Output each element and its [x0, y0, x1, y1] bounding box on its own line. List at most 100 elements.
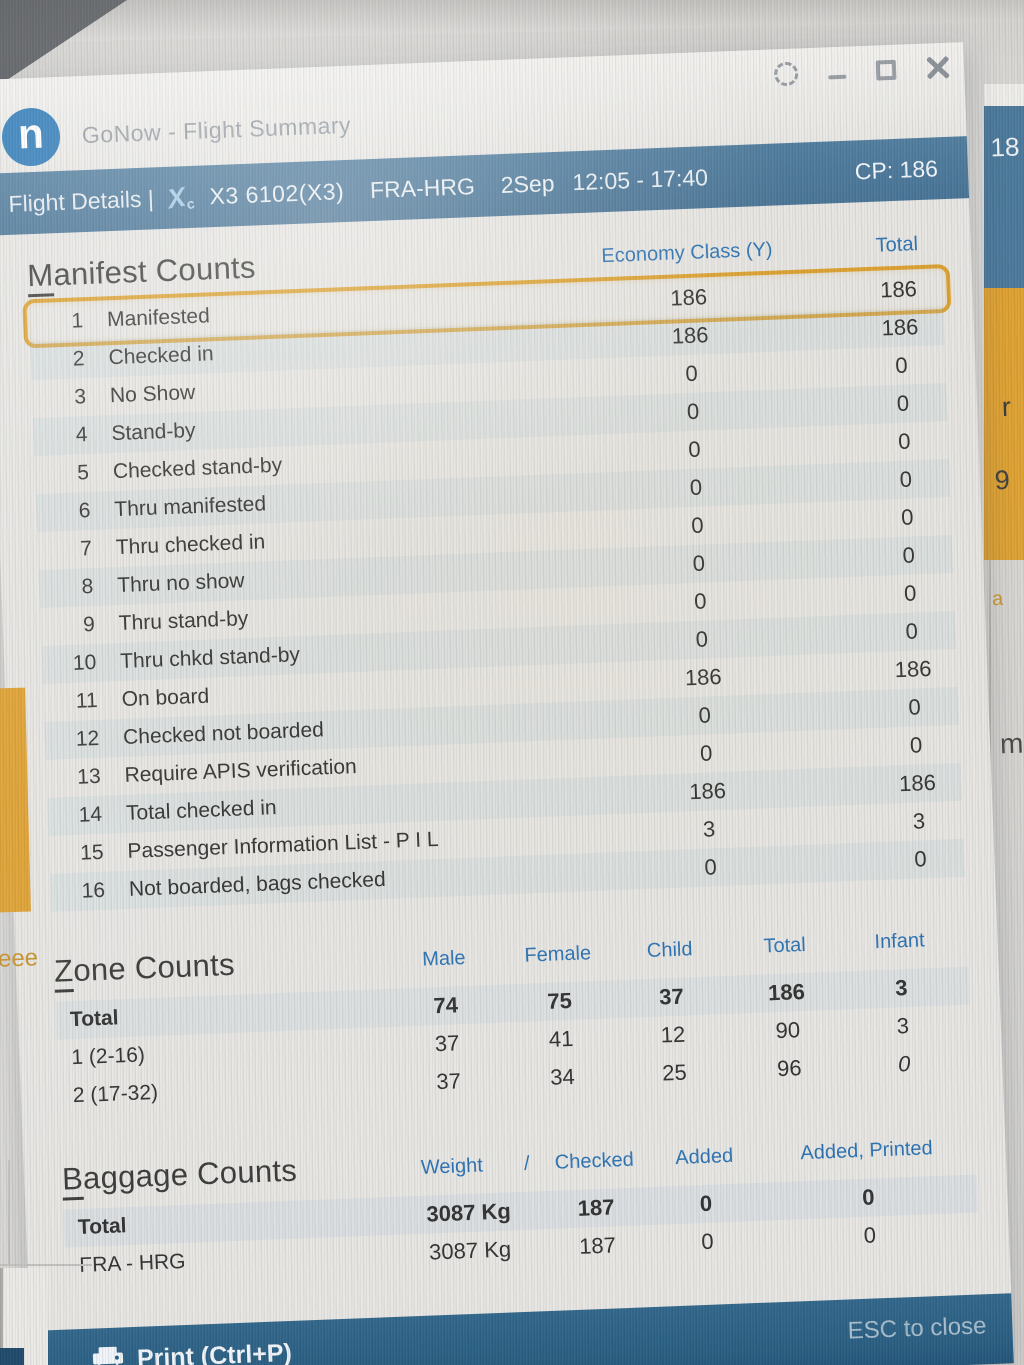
logo-letter: n: [17, 109, 45, 158]
checked-count: 187: [577, 1194, 615, 1221]
total-count: 0: [903, 580, 917, 606]
total-count: 186: [894, 655, 932, 683]
male-count: 37: [435, 1068, 462, 1095]
economy-count: 0: [692, 550, 706, 576]
economy-count: 186: [684, 663, 723, 691]
print-button[interactable]: Print (Ctrl+P): [92, 1338, 292, 1365]
column-header-checked: Checked: [554, 1148, 635, 1174]
child-count: 25: [661, 1059, 688, 1086]
zone-label: 2 (17-32): [72, 1080, 159, 1108]
minimize-icon[interactable]: [828, 74, 847, 80]
economy-count: 0: [693, 588, 707, 614]
infant-count: 0: [897, 1050, 911, 1077]
economy-count: 0: [686, 398, 700, 425]
baggage-label: FRA - HRG: [78, 1249, 186, 1278]
row-number: 13: [76, 764, 102, 789]
economy-count: 0: [695, 626, 709, 652]
column-header-weight: Weight: [420, 1154, 484, 1179]
cp-badge: CP: 186: [854, 154, 939, 184]
flight-times: 12:05 - 17:40: [571, 163, 709, 195]
row-number: 4: [75, 423, 88, 447]
added-count: 0: [699, 1190, 713, 1217]
total-count: 96: [776, 1055, 803, 1082]
economy-count: 186: [669, 284, 708, 311]
economy-count: 0: [687, 436, 702, 463]
row-number: 9: [82, 612, 96, 637]
gonow-logo: n: [0, 106, 62, 168]
female-count: 75: [546, 987, 573, 1014]
total-count: 186: [898, 769, 937, 797]
child-count: 37: [658, 983, 685, 1010]
economy-count: 0: [689, 474, 703, 501]
flight-date: 2Sep: [500, 169, 555, 198]
flight-summary-window: n GoNow - Flight Summary Flight Details …: [0, 42, 1014, 1365]
print-label: Print (Ctrl+P): [136, 1338, 293, 1365]
content-area: Manifest Counts Economy Class (Y) Total …: [0, 198, 1009, 1287]
row-number: 10: [72, 650, 97, 675]
zone-label: Total: [69, 1006, 119, 1032]
flight-details-label: Flight Details |: [8, 184, 155, 217]
background-header-fragment: 18: [984, 106, 1024, 288]
female-count: 34: [549, 1063, 576, 1090]
total-count: 0: [902, 542, 916, 568]
manifest-table: 1 Manifested 186 186 2 Checked in 186 18…: [28, 269, 966, 912]
column-header-slash: /: [523, 1152, 531, 1175]
dialog-footer-bar: Print (Ctrl+P) ESC to close: [29, 1293, 1014, 1365]
total-count: 90: [775, 1017, 801, 1044]
added-printed-count: 0: [861, 1184, 875, 1210]
total-count: 0: [913, 846, 928, 872]
row-number: 3: [73, 385, 87, 409]
economy-count: 0: [703, 854, 718, 880]
row-number: 7: [79, 537, 93, 561]
window-title: GoNow - Flight Summary: [81, 111, 352, 148]
baggage-counts-section: Baggage Counts Weight / Checked Added Ad…: [61, 1127, 979, 1286]
row-number: 5: [76, 461, 90, 485]
zone-counts-title: Zone Counts: [53, 941, 384, 993]
window-controls: [773, 49, 950, 94]
column-header-total: Total: [875, 233, 919, 257]
row-number: 1: [71, 309, 84, 333]
flight-number: X3 6102(X3): [209, 177, 345, 209]
column-header-total: Total: [763, 933, 807, 958]
row-number: 11: [75, 688, 99, 713]
economy-count: 0: [699, 740, 713, 766]
total-count: 0: [909, 732, 923, 758]
close-icon[interactable]: [926, 56, 951, 81]
settings-icon[interactable]: [773, 61, 799, 87]
row-number: 8: [81, 574, 94, 599]
airline-logo-icon: Xc: [165, 181, 197, 214]
total-count: 3: [912, 808, 926, 834]
flight-route: FRA-HRG: [369, 172, 476, 203]
column-header-economy: Economy Class (Y): [601, 238, 773, 268]
child-count: 12: [660, 1021, 686, 1048]
total-count: 0: [896, 390, 910, 417]
economy-count: 186: [688, 777, 727, 805]
male-count: 74: [432, 992, 459, 1019]
total-count: 0: [899, 466, 913, 492]
economy-count: 0: [690, 512, 705, 538]
maximize-icon[interactable]: [875, 59, 897, 81]
total-count: 186: [881, 314, 919, 341]
background-window-edge: [8, 1160, 10, 1266]
economy-count: 3: [702, 816, 716, 842]
row-number: 6: [78, 499, 91, 523]
economy-count: 0: [684, 360, 699, 387]
weight-value: 3087 Kg: [425, 1198, 512, 1227]
row-number: 16: [81, 878, 106, 903]
total-count: 0: [907, 694, 922, 720]
total-count: 186: [767, 978, 806, 1006]
baggage-counts-title: Baggage Counts: [61, 1149, 392, 1201]
background-orange-panel: r 9: [984, 288, 1024, 560]
printer-icon: [92, 1346, 124, 1365]
column-header-male: Male: [421, 946, 466, 971]
zone-counts-section: Zone Counts Male Female Child Total Infa…: [53, 919, 973, 1116]
row-number: 2: [72, 347, 86, 371]
column-header-female: Female: [524, 942, 592, 967]
column-header-added: Added: [674, 1144, 734, 1170]
esc-hint: ESC to close: [847, 1312, 987, 1345]
total-count: 0: [894, 352, 909, 379]
row-number: 12: [75, 726, 100, 751]
infant-count: 3: [894, 975, 908, 1001]
weight-value: 3087 Kg: [428, 1236, 512, 1265]
